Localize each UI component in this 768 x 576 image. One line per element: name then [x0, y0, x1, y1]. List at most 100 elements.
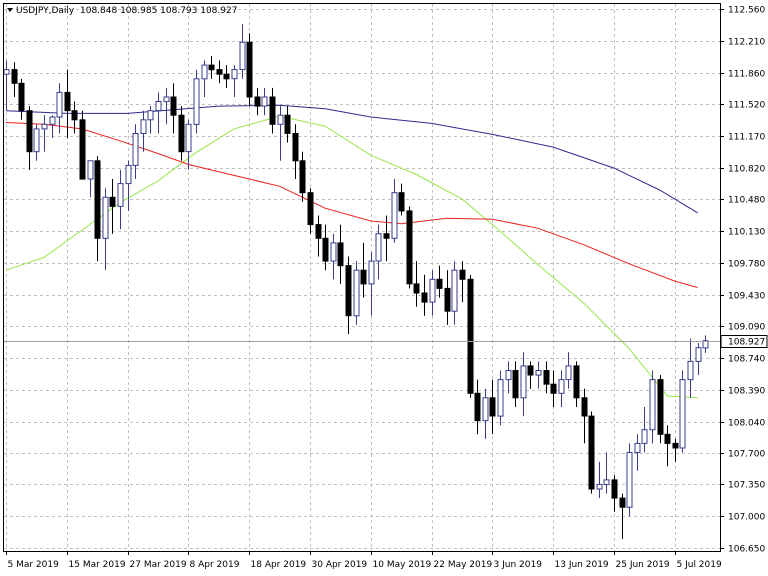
bull-candle-body: [375, 233, 382, 262]
bear-candle-body: [170, 96, 177, 116]
bear-candle-body: [611, 479, 618, 499]
bear-candle-body: [444, 287, 451, 312]
x-axis: 5 Mar 2019 15 Mar 2019 27 Mar 2019 8 Apr 20…: [6, 551, 722, 570]
bull-candle-body: [277, 114, 284, 125]
bull-candle-body: [125, 164, 132, 185]
bear-candle-body: [360, 269, 367, 285]
bear-candle-body: [178, 114, 185, 153]
candle: [413, 261, 420, 307]
candle: [619, 493, 626, 540]
bear-candle-body: [527, 365, 534, 376]
bull-candle-body: [261, 96, 268, 107]
candle: [109, 179, 116, 234]
candle: [163, 87, 170, 125]
y-axis: 112.560 112.210 111.860 111.520 111.170 110.8…: [720, 6, 765, 555]
bull-candle-body: [391, 192, 398, 239]
candle: [299, 151, 306, 202]
candle: [223, 65, 230, 88]
bull-candle-body: [147, 110, 154, 121]
y-tick-label: 109.430: [728, 292, 765, 302]
bull-candle-body: [33, 128, 40, 153]
candle: [79, 110, 86, 180]
y-tick-label: 107.700: [728, 450, 765, 460]
candle: [185, 119, 192, 170]
bull-candle-body: [482, 397, 489, 422]
bull-candle-body: [429, 278, 436, 303]
bear-candle-body: [292, 133, 299, 162]
plot-frame: [3, 3, 721, 552]
candle: [672, 438, 679, 462]
bull-candle-body: [41, 123, 48, 130]
bull-candle-body: [649, 379, 656, 431]
bear-candle-body: [398, 192, 405, 212]
y-tick-label: 109.780: [728, 260, 765, 270]
bull-candle-body: [193, 78, 200, 125]
bear-candle-body: [254, 96, 261, 107]
candle: [398, 183, 405, 216]
x-tick-label: 15 Mar 2019: [69, 560, 126, 570]
x-tick-label: 25 Jun 2019: [616, 560, 670, 570]
dropdown-triangle-icon[interactable]: [7, 8, 13, 12]
candle: [87, 160, 94, 198]
price-label: 108.927: [728, 338, 765, 348]
bull-candle-body: [679, 379, 686, 449]
bear-candle-body: [581, 397, 588, 417]
candle: [315, 215, 322, 257]
candle: [543, 361, 550, 394]
candle: [505, 361, 512, 394]
candle: [147, 106, 154, 134]
bear-candle-body: [284, 114, 291, 134]
candle: [512, 361, 519, 407]
candle: [702, 335, 709, 353]
bull-candle-body: [535, 370, 542, 376]
candle: [657, 375, 664, 444]
candle: [254, 87, 261, 116]
bear-candle-body: [436, 278, 443, 289]
candle: [11, 62, 18, 97]
x-tick-label: 5 Jul 2019: [677, 560, 722, 570]
candle: [679, 370, 686, 453]
candle: [375, 224, 382, 280]
y-tick-label: 111.520: [728, 101, 765, 111]
bull-candle-body: [102, 196, 109, 239]
candle: [125, 160, 132, 211]
y-tick-label: 112.560: [728, 6, 765, 16]
bear-candle-body: [307, 192, 314, 226]
y-tick-label: 110.480: [728, 196, 765, 206]
candle: [193, 69, 200, 134]
bull-candle-body: [451, 269, 458, 312]
candle: [94, 156, 101, 262]
bull-candle-body: [603, 479, 610, 485]
bear-candle-body: [18, 82, 25, 112]
candle: [216, 60, 223, 84]
candle: [178, 106, 185, 161]
bear-candle-body: [269, 96, 276, 125]
ma-blue-line: [5, 104, 698, 214]
candle: [520, 352, 527, 417]
bull-candle-body: [695, 347, 702, 362]
bear-candle-body: [208, 64, 215, 71]
bear-candle-body: [550, 383, 557, 394]
candle: [292, 124, 299, 179]
y-tick-label: 111.170: [728, 133, 765, 143]
candle: [596, 461, 603, 499]
bear-candle-body: [543, 370, 550, 385]
candle: [345, 256, 352, 334]
candle: [535, 361, 542, 389]
bull-candle-body: [117, 183, 124, 207]
candle: [307, 188, 314, 234]
y-tick-label: 109.090: [728, 323, 765, 333]
bear-candle-body: [619, 497, 626, 508]
bear-candle-body: [71, 110, 78, 121]
x-tick-label: 3 Jun 2019: [494, 560, 543, 570]
candle: [581, 388, 588, 444]
bull-candle-body: [634, 442, 641, 453]
y-tick-label: 108.390: [728, 387, 765, 397]
candle: [132, 124, 139, 179]
x-tick-label: 13 Jun 2019: [555, 560, 609, 570]
candle: [269, 87, 276, 134]
ma-green-line: [5, 115, 698, 399]
bull-candle-body: [596, 483, 603, 490]
